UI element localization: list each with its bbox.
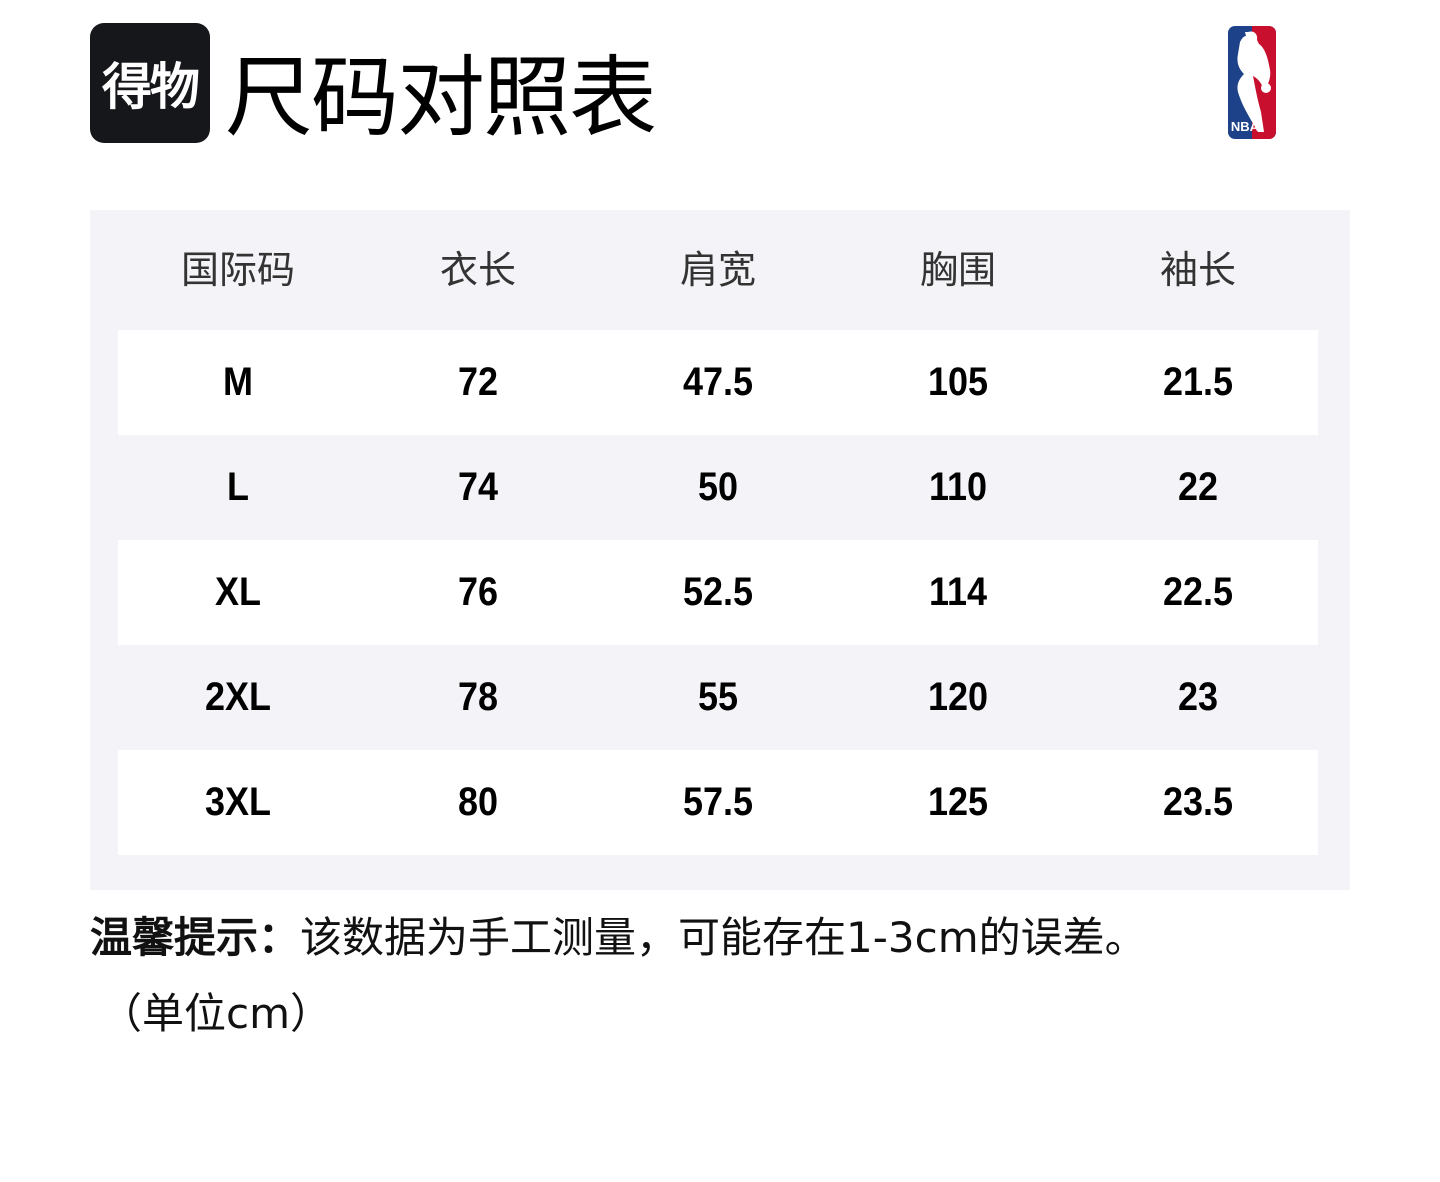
nba-logo-text: NBA bbox=[1231, 119, 1260, 134]
header-cell: 国际码 bbox=[180, 248, 295, 292]
table-cell: 110 bbox=[928, 465, 988, 509]
table-row: XL 76 52.5 114 22.5 bbox=[118, 540, 1318, 645]
table-row: M 72 47.5 105 21.5 bbox=[118, 330, 1318, 435]
table-row: 3XL 80 57.5 125 23.5 bbox=[118, 750, 1318, 855]
header-cell: 肩宽 bbox=[679, 248, 756, 292]
table-cell: 72 bbox=[457, 360, 499, 404]
table-cell: 120 bbox=[927, 675, 989, 719]
table-cell: 57.5 bbox=[682, 780, 754, 824]
table-cell: XL bbox=[214, 570, 262, 614]
table-row: 2XL 78 55 120 23 bbox=[118, 645, 1318, 750]
table-cell: 22.5 bbox=[1162, 570, 1234, 614]
header-cell: 衣长 bbox=[439, 248, 516, 292]
table-cell: 3XL bbox=[204, 780, 272, 824]
nba-logo: NBA bbox=[1228, 26, 1276, 139]
note: 温馨提示：该数据为手工测量，可能存在1-3cm的误差。 bbox=[90, 908, 1147, 968]
table-cell: 2XL bbox=[204, 675, 272, 719]
page-title: 尺码对照表 bbox=[225, 46, 657, 149]
brand-logo-text: 得物 bbox=[102, 58, 200, 116]
table-cell: 23 bbox=[1177, 675, 1219, 719]
table-cell: 47.5 bbox=[682, 360, 754, 404]
table-cell: 21.5 bbox=[1162, 360, 1234, 404]
note-label: 温馨提示： bbox=[90, 913, 301, 962]
table-cell: 105 bbox=[927, 360, 989, 404]
header-cell: 胸围 bbox=[919, 248, 996, 292]
table-cell: 80 bbox=[457, 780, 499, 824]
unit-note: （单位cm） bbox=[100, 989, 333, 1038]
table-cell: 52.5 bbox=[682, 570, 754, 614]
table-cell: 78 bbox=[457, 675, 499, 719]
header-cell: 袖长 bbox=[1159, 248, 1236, 292]
table-cell: 50 bbox=[697, 465, 739, 509]
table-header: 国际码 衣长 肩宽 胸围 袖长 bbox=[118, 240, 1318, 300]
table-cell: 76 bbox=[457, 570, 499, 614]
table-cell: 114 bbox=[928, 570, 988, 614]
table-cell: 74 bbox=[457, 465, 499, 509]
table-cell: L bbox=[227, 465, 249, 509]
table-cell: M bbox=[222, 360, 253, 404]
table-cell: 23.5 bbox=[1162, 780, 1234, 824]
size-table: 国际码 衣长 肩宽 胸围 袖长 M 72 47.5 105 21.5 L 74 50 110 22… bbox=[90, 210, 1350, 890]
brand-logo: 得物 bbox=[90, 23, 210, 143]
table-cell: 22 bbox=[1177, 465, 1219, 509]
table-cell: 125 bbox=[927, 780, 989, 824]
table-cell: 55 bbox=[697, 675, 739, 719]
table-row: L 74 50 110 22 bbox=[118, 435, 1318, 540]
note-text: 该数据为手工测量，可能存在1-3cm的误差。 bbox=[300, 913, 1147, 962]
